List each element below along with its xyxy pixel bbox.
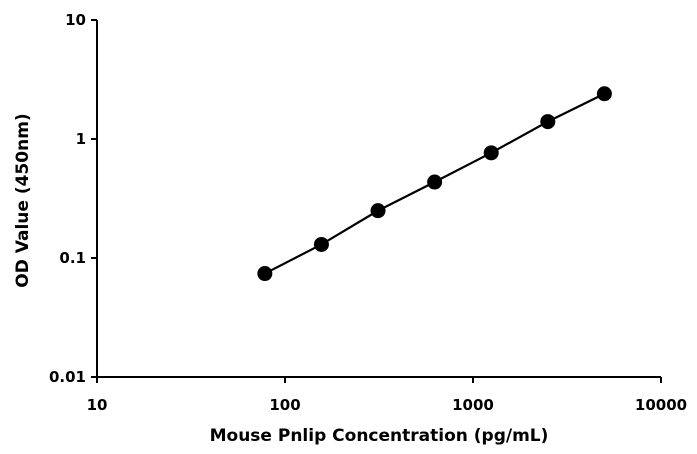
y-tick-label: 0.1 xyxy=(59,249,86,267)
x-tick-label: 10 xyxy=(87,396,108,414)
data-point xyxy=(596,86,612,102)
data-point xyxy=(540,114,556,130)
axes xyxy=(96,20,661,378)
data-point xyxy=(313,236,329,252)
ticks: 10 100 1000 10000 0.01 0.1 1 10 xyxy=(49,11,687,414)
y-axis-title: OD Value (450nm) xyxy=(13,113,33,287)
y-tick-label: 1 xyxy=(76,130,86,148)
x-axis-title: Mouse Pnlip Concentration (pg/mL) xyxy=(210,426,549,446)
x-tick-label: 10000 xyxy=(635,396,687,414)
y-tick-label: 10 xyxy=(65,11,86,29)
y-tick-label: 0.01 xyxy=(49,368,86,386)
data-point xyxy=(370,203,386,219)
data-point xyxy=(257,266,273,282)
data-point xyxy=(483,145,499,161)
data-point xyxy=(427,174,443,190)
series xyxy=(257,86,612,282)
x-tick-label: 1000 xyxy=(452,396,494,414)
x-tick-label: 100 xyxy=(269,396,300,414)
